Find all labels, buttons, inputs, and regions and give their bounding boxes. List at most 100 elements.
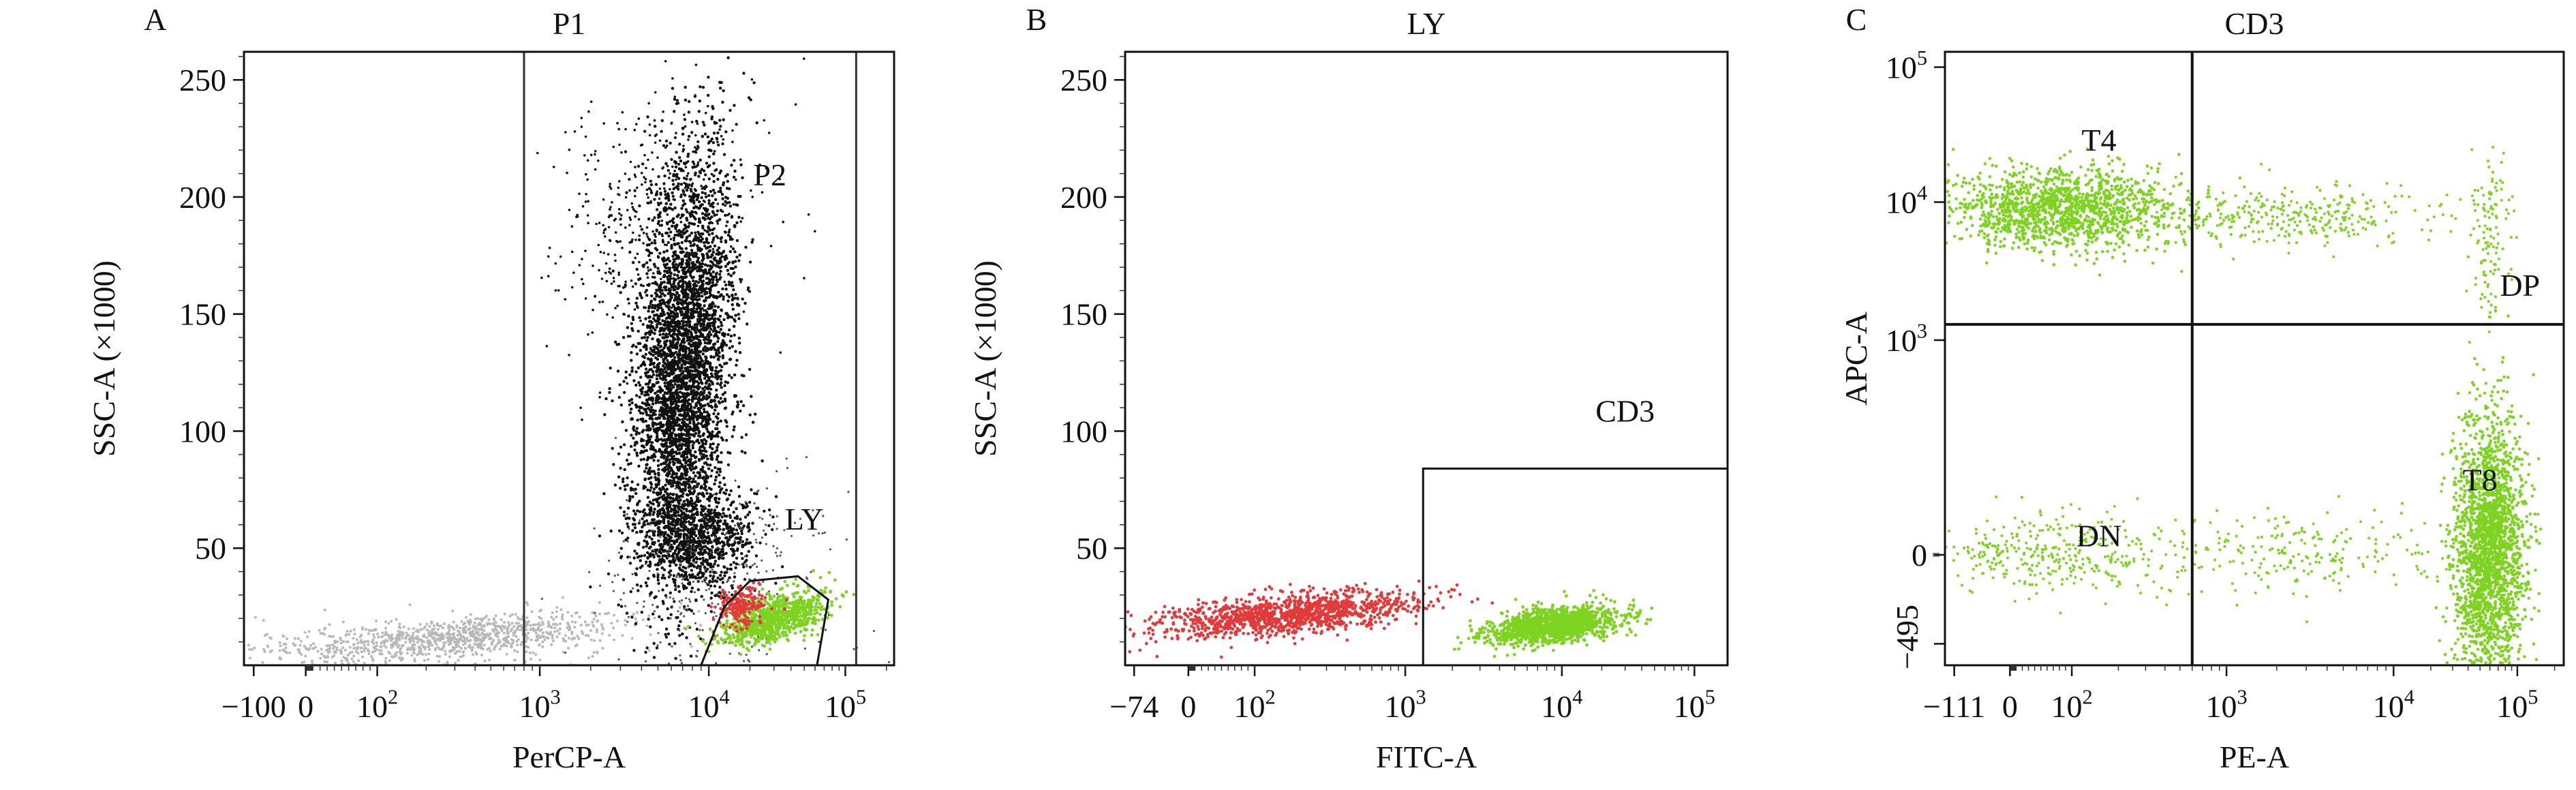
population-cells-event	[682, 420, 686, 424]
population-cells-event	[723, 258, 727, 261]
population-debris-event	[379, 645, 382, 648]
population-cells-event	[666, 359, 669, 362]
population-cells-event	[721, 354, 725, 358]
population-debris-event	[416, 635, 419, 638]
population-debris-event	[444, 652, 447, 656]
population-cells-event	[650, 294, 654, 298]
population-debris-sparse-event	[371, 629, 374, 633]
population-cells-event	[748, 413, 752, 416]
population-cells-event	[702, 408, 706, 411]
population-debris-event	[547, 625, 550, 628]
population-cells-event	[687, 100, 691, 104]
population-cells-event	[666, 616, 670, 620]
population-cells-event	[726, 56, 730, 59]
population-debris-event	[598, 612, 601, 616]
population-debris-event	[483, 616, 487, 620]
population-debris-event	[591, 620, 594, 624]
population-debris-sparse-event	[498, 648, 502, 651]
population-cells-event	[645, 344, 648, 348]
population-cells-event	[748, 260, 752, 264]
population-debris-event	[594, 614, 598, 618]
population-debris-event	[555, 635, 559, 639]
population-cells-event	[655, 294, 658, 298]
population-debris-event	[471, 653, 474, 656]
population-cells-event	[682, 228, 686, 231]
population-cells-event	[709, 333, 713, 337]
population-cells-event	[634, 491, 638, 496]
population-cells-event	[657, 219, 660, 223]
population-debris-event	[526, 603, 530, 607]
population-cells-event	[666, 607, 669, 611]
population-debris-event	[524, 625, 527, 628]
population-cells-event	[634, 370, 638, 374]
population-cells-event	[638, 204, 641, 208]
population-cells-event	[701, 444, 705, 447]
population-debris-event	[401, 633, 405, 636]
population-debris-event	[487, 634, 491, 637]
population-debris-event	[527, 631, 530, 635]
population-cells-event	[686, 296, 690, 299]
population-debris-sparse-event	[471, 629, 474, 633]
population-cells-event	[672, 312, 676, 315]
population-debris-event	[430, 632, 433, 635]
population-debris-event	[373, 636, 376, 639]
population-debris-event	[503, 625, 506, 628]
population-debris-event	[503, 612, 506, 616]
population-cells-event	[715, 423, 719, 427]
population-debris-event	[336, 640, 339, 643]
population-debris-event	[470, 649, 474, 652]
population-cells-event	[652, 656, 656, 659]
population-debris-event	[334, 651, 337, 654]
population-cells-event	[649, 435, 653, 438]
population-cells-event	[715, 348, 718, 352]
population-debris-event	[547, 637, 550, 640]
population-cells-event	[688, 178, 692, 181]
population-cells-event	[698, 100, 702, 103]
population-cells-event	[634, 301, 638, 305]
population-cells-event	[734, 265, 737, 269]
population-cells-event	[641, 517, 644, 521]
population-cells-event	[642, 485, 646, 488]
population-cells-event	[686, 411, 690, 414]
population-cells-event	[648, 438, 651, 441]
population-cells-event	[687, 268, 690, 272]
population-cells-event	[670, 157, 673, 162]
population-debris-event	[503, 621, 506, 624]
population-cells-event	[704, 173, 707, 177]
population-cells-event	[688, 671, 690, 673]
population-debris-event	[553, 626, 557, 630]
population-debris-sparse-event	[690, 645, 693, 648]
population-cells-event	[598, 534, 602, 538]
population-debris-event	[377, 635, 380, 639]
population-debris-event	[579, 624, 583, 627]
population-debris-event	[537, 623, 540, 626]
population-cells-event	[683, 404, 686, 408]
population-debris-event	[442, 644, 446, 647]
population-cells-event	[714, 466, 717, 470]
population-debris-event	[320, 652, 324, 656]
population-cells-event	[722, 318, 726, 322]
population-cells-event	[664, 490, 667, 493]
population-cells-event	[677, 423, 681, 427]
population-cells-event	[728, 200, 731, 204]
population-cells-event	[659, 463, 663, 466]
population-cells-event	[662, 250, 666, 254]
population-cells-event	[635, 552, 639, 556]
population-cells-event	[742, 72, 746, 75]
population-cells-event	[669, 339, 672, 343]
population-cells-event	[739, 409, 742, 413]
population-cells-event	[691, 276, 694, 279]
population-debris-sparse-event	[95, 646, 98, 649]
population-debris-sparse-event	[294, 637, 297, 640]
population-cells-event	[634, 432, 638, 436]
population-debris-event	[465, 637, 469, 640]
population-debris-sparse-event	[344, 658, 348, 661]
population-cells-event	[731, 247, 735, 251]
population-cells-event	[645, 458, 649, 461]
population-debris-event	[390, 633, 394, 637]
population-debris-event	[352, 643, 356, 646]
population-cells-event	[639, 439, 643, 443]
population-debris-sparse-event	[113, 625, 116, 628]
population-cells-event	[631, 329, 634, 333]
population-debris-event	[496, 635, 500, 639]
